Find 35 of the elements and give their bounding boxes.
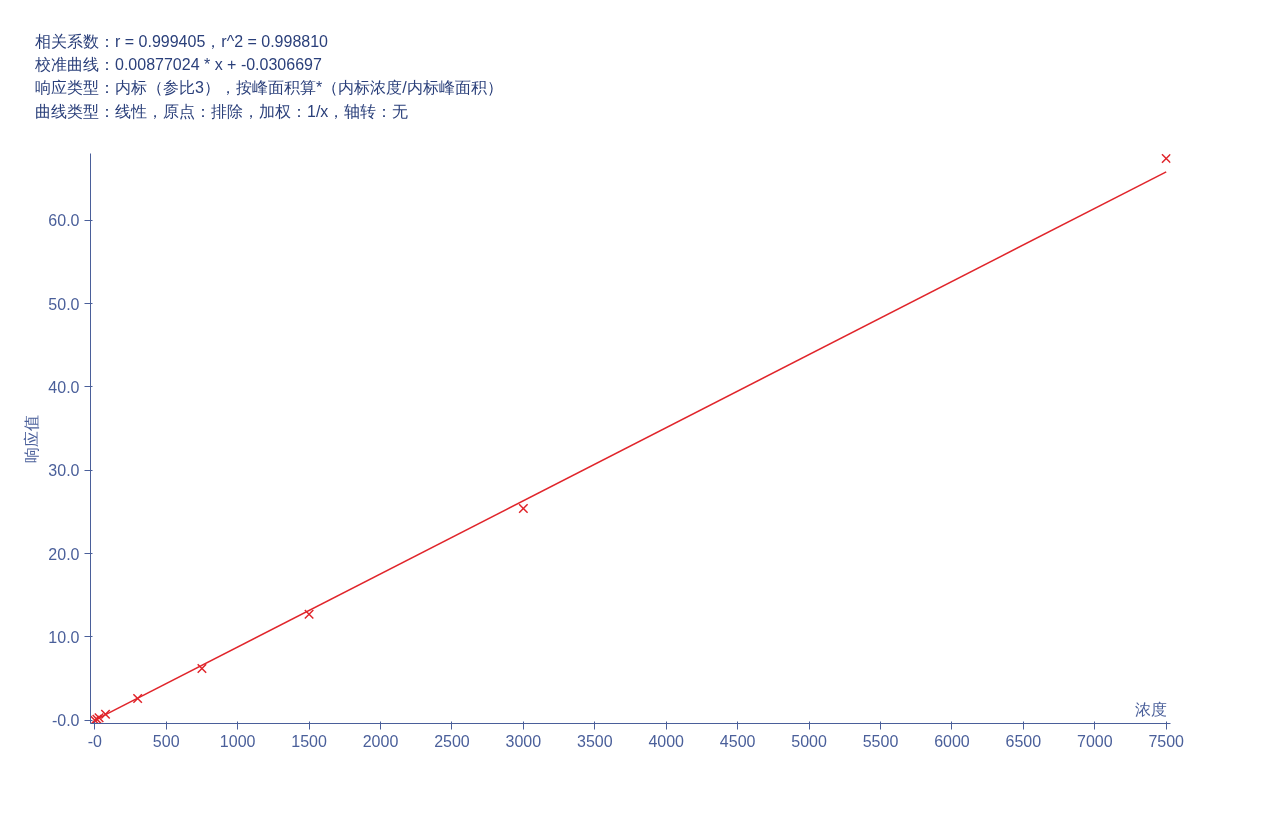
x-tick-label: 6000 bbox=[934, 732, 970, 750]
point bbox=[132, 693, 143, 704]
y-tick-label: 60.0 bbox=[48, 211, 80, 229]
point bbox=[1161, 153, 1171, 164]
x-tick-label: 1500 bbox=[291, 732, 327, 750]
x-tick-label: 5000 bbox=[791, 732, 827, 750]
y-tick-label: -0.0 bbox=[51, 711, 80, 729]
x-tick-label: 6500 bbox=[1005, 732, 1042, 750]
text: 相关系数：r = 0.999405，r^2 = 0.998810 bbox=[35, 33, 328, 50]
y-tick-label: 30.0 bbox=[48, 461, 80, 479]
text: 曲线类型：线性，原点：排除，加权：1/x，轴转：无 bbox=[35, 102, 409, 120]
point bbox=[304, 609, 315, 620]
x-tick-label: 7000 bbox=[1076, 732, 1113, 750]
y-tick-label: 50.0 bbox=[48, 295, 80, 313]
y-axis-title: 响应值 bbox=[23, 414, 41, 463]
x-tick-label: 500 bbox=[152, 732, 180, 750]
text: 响应类型：内标（参比3），按峰面积算*（内标浓度/内标峰面积） bbox=[35, 79, 503, 97]
point bbox=[100, 709, 111, 720]
x-tick-label: 7500 bbox=[1148, 732, 1185, 750]
y-tick-label: 40.0 bbox=[48, 378, 80, 396]
x-tick-label: 3500 bbox=[576, 732, 613, 750]
point bbox=[518, 503, 529, 514]
x-tick-label: 3000 bbox=[505, 732, 542, 750]
x-tick-label: 1000 bbox=[219, 732, 256, 750]
y-tick-label: 10.0 bbox=[48, 628, 80, 646]
x-tick-label: 2500 bbox=[434, 732, 470, 750]
x-tick-label: 4000 bbox=[648, 732, 685, 750]
x-tick-label: -0 bbox=[87, 732, 102, 750]
text: 校准曲线：0.00877024 * x + -0.0306697 bbox=[35, 56, 322, 74]
y-tick-label: 20.0 bbox=[48, 545, 80, 563]
point bbox=[196, 663, 207, 674]
x-axis-title: 浓度 bbox=[1134, 700, 1167, 718]
x-tick-label: 2000 bbox=[362, 732, 399, 750]
x-tick-label: 4500 bbox=[719, 732, 756, 750]
x-tick-label: 5500 bbox=[862, 732, 899, 750]
